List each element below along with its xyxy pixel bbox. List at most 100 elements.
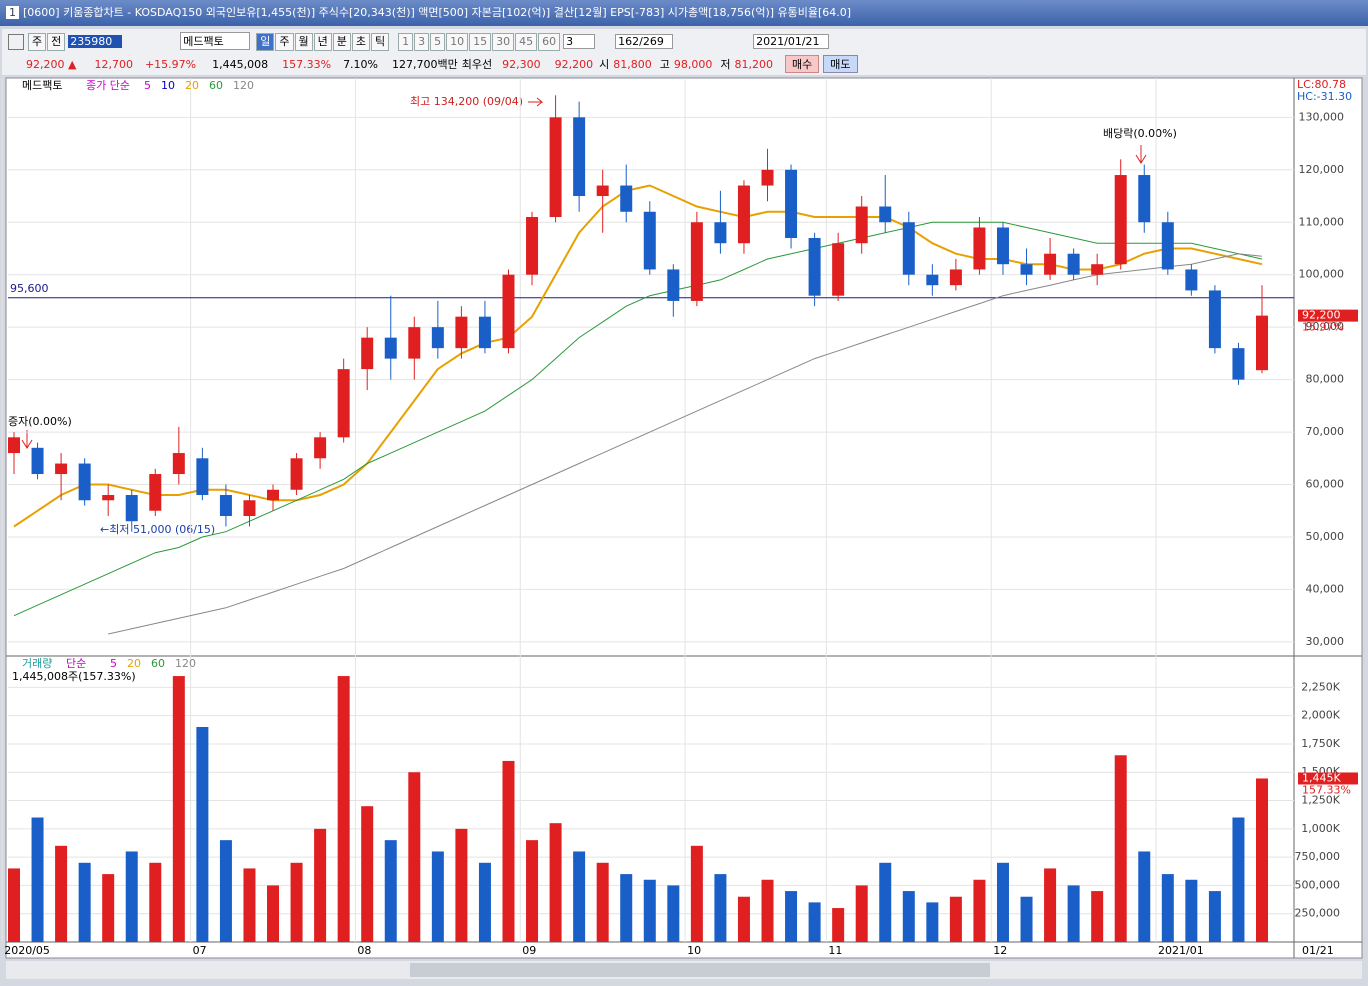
candle-body <box>1067 253 1080 275</box>
interval-button[interactable]: 3 <box>414 33 430 51</box>
candle-body <box>855 206 868 244</box>
volume-bar <box>1020 896 1033 942</box>
quote-row: 92,200 ▲ 12,700 +15.97% 1,445,008 157.33% 7.1… <box>2 54 1366 75</box>
interval-button[interactable]: 10 <box>446 33 469 51</box>
volume-bar <box>596 862 609 942</box>
volume-bar <box>290 862 303 942</box>
legend-entry: 60 <box>151 657 165 670</box>
range: 162/269 <box>615 34 674 49</box>
candle-body <box>902 222 915 275</box>
toolbar: 주 전 235980 메드팩토 일 주 월 년 분 초 틱 1 3 5 10 15 30 45 60 3 162/269… <box>2 29 1366 54</box>
candle-body <box>1232 348 1245 380</box>
period-button[interactable]: 틱 <box>371 33 390 51</box>
volume-bar <box>1067 885 1080 942</box>
period-button[interactable]: 분 <box>332 33 351 51</box>
y-tick-label: 500,000 <box>1295 878 1341 891</box>
interval-button[interactable]: 1 <box>398 33 414 51</box>
volume-bar <box>973 879 986 942</box>
candle-body <box>643 211 656 270</box>
icon-button[interactable] <box>8 34 24 50</box>
y-tick-label: 1,250K <box>1301 794 1340 807</box>
interval-button[interactable]: 5 <box>430 33 446 51</box>
quote-price: 92,200 ▲ <box>26 58 77 71</box>
annotation: 증자(0.00%) <box>8 415 72 428</box>
last-rate: 157.33% <box>1302 783 1351 796</box>
legend-entry: 120 <box>175 657 196 670</box>
y-tick-label: 70,000 <box>1306 425 1345 438</box>
volume-bar <box>408 772 421 942</box>
candle-body <box>361 337 374 370</box>
period-button[interactable]: 일 <box>256 33 275 51</box>
indicator-select[interactable]: 메드팩토 <box>180 32 251 50</box>
y-tick-label: 2,000K <box>1301 709 1340 722</box>
interval-button[interactable]: 45 <box>515 33 538 51</box>
y-tick-label: 60,000 <box>1306 478 1345 491</box>
hc: HC:-31.30 <box>1297 90 1352 103</box>
lc: LC:80.78 <box>1297 78 1346 91</box>
interval-button[interactable]: 60 <box>538 33 561 51</box>
volume-bar <box>643 879 656 942</box>
volume-info: 1,445,008주(157.33%) <box>12 670 136 683</box>
legend-entry: 10 <box>161 79 175 92</box>
y-tick-label: 100,000 <box>1299 268 1345 281</box>
volume-bar <box>384 840 397 942</box>
button[interactable]: 주 <box>28 33 47 51</box>
volume-bar <box>337 676 350 942</box>
volume-bar <box>1138 851 1151 942</box>
code-input[interactable]: 235980 <box>68 35 123 48</box>
volume-bar <box>855 885 868 942</box>
volume-bar <box>8 868 20 942</box>
quote-change: 12,700 <box>94 58 133 71</box>
quote-high: 98,000 <box>673 58 713 71</box>
period-button[interactable]: 월 <box>294 33 313 51</box>
candle-body <box>667 269 680 301</box>
chart-bg <box>5 77 1363 959</box>
volume-bar <box>125 851 138 942</box>
date-input[interactable]: 2021/01/21 <box>753 34 830 49</box>
quote-volume: 1,445,008 <box>212 58 269 71</box>
x-end-label: 01/21 <box>1302 944 1334 957</box>
annotation: ←최저 51,000 (06/15) <box>100 523 215 536</box>
interval-button[interactable]: 15 <box>469 33 492 51</box>
quote-bid1: 92,300 <box>502 58 541 71</box>
volume-bar <box>1161 874 1174 942</box>
candle-body <box>31 447 44 475</box>
volume-bar <box>431 851 444 942</box>
volume-bar <box>243 868 256 942</box>
legend-entry: 60 <box>209 79 223 92</box>
period-button[interactable]: 초 <box>351 33 370 51</box>
scroll-thumb[interactable] <box>410 963 990 977</box>
candle-body <box>926 274 939 286</box>
candle-body <box>1256 315 1268 371</box>
candle-body <box>949 269 962 286</box>
y-tick-label: 110,000 <box>1299 215 1345 228</box>
y-tick-label: 250,000 <box>1295 907 1341 920</box>
quote-bid2: 92,200 <box>554 58 594 71</box>
legend-entry: 5 <box>110 657 117 670</box>
volume-bar <box>55 845 68 942</box>
interval-button[interactable]: 30 <box>492 33 515 51</box>
candle-body <box>714 222 727 244</box>
period-button[interactable]: 년 <box>313 33 332 51</box>
legend-entry: 20 <box>185 79 199 92</box>
period-button[interactable]: 주 <box>275 33 294 51</box>
sell-button[interactable]: 매도 <box>823 55 858 73</box>
volume-bar <box>102 874 115 942</box>
last-label: 92,200 <box>1302 309 1341 322</box>
volume-bar <box>573 851 586 942</box>
candle-body <box>690 222 703 301</box>
count-select[interactable]: 3 <box>563 34 596 49</box>
candle-body <box>879 206 892 223</box>
candle-body <box>196 458 209 496</box>
candle-body <box>973 227 986 270</box>
quote-turnover: 7.10% <box>343 58 379 71</box>
candle-body <box>1020 264 1033 275</box>
quote-amount: 127,700백만 <box>392 58 458 71</box>
candle-body <box>596 185 609 197</box>
y-tick-label: 50,000 <box>1306 530 1345 543</box>
x-tick-label: 12 <box>993 944 1007 957</box>
y-tick-label: 80,000 <box>1306 373 1345 386</box>
candle-body <box>761 169 774 186</box>
button[interactable]: 전 <box>47 33 66 51</box>
buy-button[interactable]: 매수 <box>785 55 820 73</box>
